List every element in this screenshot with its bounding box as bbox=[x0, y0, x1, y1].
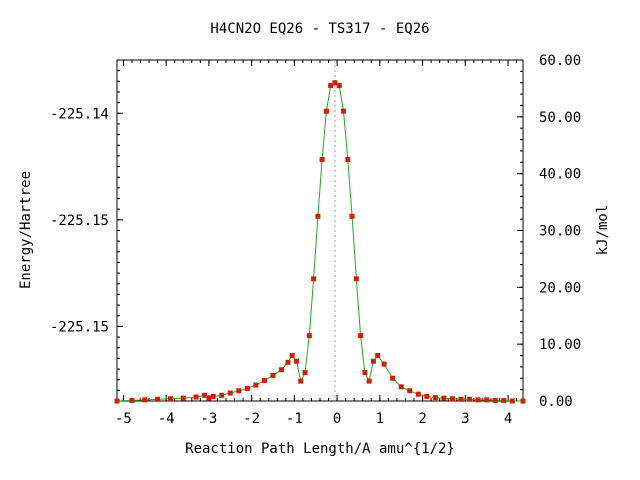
data-point bbox=[441, 395, 447, 401]
data-point bbox=[362, 370, 368, 376]
data-point bbox=[285, 359, 291, 365]
x-tick-label: -2 bbox=[243, 411, 260, 427]
x-tick-label: 4 bbox=[504, 411, 512, 427]
y2-tick-label: 20.00 bbox=[539, 280, 581, 296]
data-point bbox=[155, 396, 161, 402]
x-tick-label: 3 bbox=[461, 411, 469, 427]
data-point bbox=[432, 395, 438, 401]
data-point bbox=[398, 384, 404, 390]
data-point bbox=[458, 396, 464, 402]
data-point bbox=[298, 378, 304, 384]
data-point bbox=[475, 397, 481, 403]
data-point bbox=[306, 333, 312, 339]
y2-tick-label: 50.00 bbox=[539, 110, 581, 126]
data-point bbox=[270, 372, 276, 378]
data-point bbox=[390, 375, 396, 381]
x-tick-label: -3 bbox=[200, 411, 217, 427]
data-point bbox=[206, 395, 212, 401]
data-point bbox=[353, 276, 359, 282]
data-point bbox=[366, 378, 372, 384]
data-point bbox=[315, 213, 321, 219]
x-tick-label: -4 bbox=[158, 411, 175, 427]
plot-frame bbox=[116, 59, 524, 402]
data-point bbox=[279, 367, 285, 373]
data-point bbox=[332, 80, 338, 86]
x-tick-label: -5 bbox=[115, 411, 132, 427]
data-point bbox=[407, 388, 413, 394]
data-point bbox=[358, 333, 364, 339]
x-axis-label: Reaction Path Length/A amu^{1/2} bbox=[185, 441, 455, 457]
data-point bbox=[193, 394, 199, 400]
data-point bbox=[261, 378, 267, 384]
data-point bbox=[370, 358, 376, 364]
y2-tick-label: 30.00 bbox=[539, 224, 581, 240]
data-point bbox=[381, 361, 387, 367]
y-axis-label: Energy/Hartree bbox=[18, 171, 34, 289]
data-point bbox=[142, 397, 148, 403]
y2-tick-label: 0.00 bbox=[539, 394, 573, 410]
data-point bbox=[219, 392, 225, 398]
energy-series bbox=[114, 80, 526, 404]
x-tick-label: 2 bbox=[418, 411, 426, 427]
data-point bbox=[492, 397, 498, 403]
data-point bbox=[319, 156, 325, 162]
data-point bbox=[167, 396, 173, 402]
y2-tick-label: 40.00 bbox=[539, 167, 581, 183]
data-point bbox=[328, 83, 334, 89]
series-line bbox=[116, 82, 523, 402]
y2-axis-label: kJ/mol bbox=[595, 205, 611, 256]
x-tick-label: 1 bbox=[376, 411, 384, 427]
data-point bbox=[227, 390, 233, 396]
y2-tick-label: 10.00 bbox=[539, 337, 581, 353]
data-point bbox=[345, 156, 351, 162]
x-tick-label: -1 bbox=[286, 411, 303, 427]
data-point bbox=[311, 276, 317, 282]
y-tick-label: -225.15 bbox=[50, 319, 109, 335]
data-point bbox=[253, 382, 259, 388]
axis-ticks bbox=[117, 59, 523, 402]
data-point bbox=[302, 370, 308, 376]
data-point bbox=[509, 398, 515, 404]
data-point bbox=[467, 396, 473, 402]
data-point bbox=[415, 391, 421, 397]
data-point bbox=[520, 398, 526, 404]
data-point bbox=[293, 358, 299, 364]
data-point bbox=[349, 213, 355, 219]
data-point bbox=[210, 393, 216, 399]
x-tick-label: 0 bbox=[333, 411, 341, 427]
data-point bbox=[114, 398, 120, 404]
data-point bbox=[375, 353, 381, 359]
chart-title: H4CN2O EQ26 - TS317 - EQ26 bbox=[210, 21, 429, 37]
data-point bbox=[484, 397, 490, 403]
data-point bbox=[424, 393, 430, 399]
y-tick-label: -225.14 bbox=[50, 106, 109, 122]
data-point bbox=[289, 353, 295, 359]
data-point bbox=[202, 392, 208, 398]
y2-tick-label: 60.00 bbox=[539, 53, 581, 69]
data-point bbox=[323, 108, 329, 114]
y-tick-label: -225.15 bbox=[50, 213, 109, 229]
data-point bbox=[180, 395, 186, 401]
data-point bbox=[129, 397, 135, 403]
data-point bbox=[336, 83, 342, 89]
data-point bbox=[244, 385, 250, 391]
data-point bbox=[449, 396, 455, 402]
data-point bbox=[501, 397, 507, 403]
data-point bbox=[236, 388, 242, 394]
tick-labels: -5 -4 -3 -2 -1 0 1 2 3 4 -225.14 -225.15 -225.15 0.00… bbox=[50, 53, 581, 427]
data-point bbox=[341, 108, 347, 114]
